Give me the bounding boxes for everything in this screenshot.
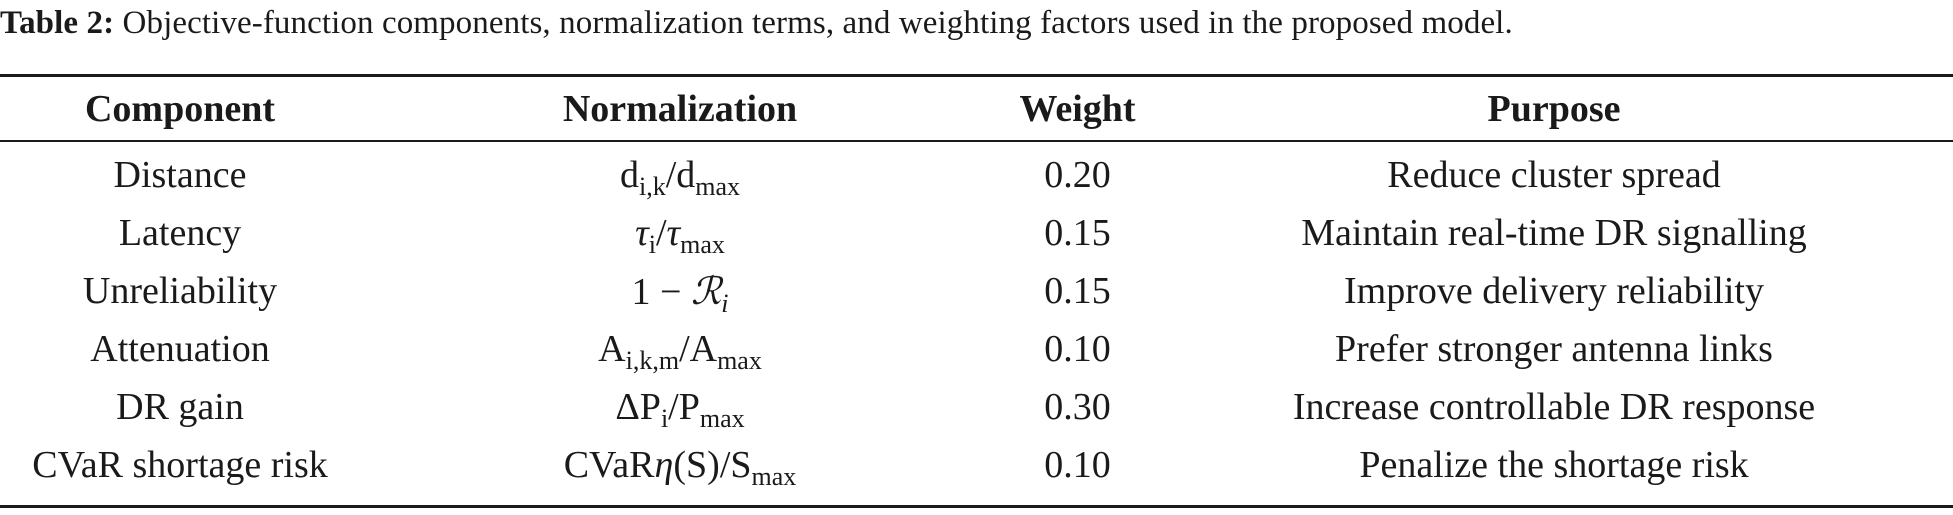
cell-component: DR gain [116,386,244,428]
cell-component: CVaR shortage risk [32,444,328,486]
cell-weight: 0.10 [1044,328,1111,370]
bottom-rule [0,505,1953,508]
cell-component: Attenuation [90,328,270,370]
caption-text: Objective-function components, normaliza… [114,5,1513,41]
cell-purpose: Reduce cluster spread [1387,154,1721,196]
cell-normalization: 1 − ℛi [631,268,729,318]
top-rule [0,74,1953,77]
cell-purpose: Penalize the shortage risk [1359,444,1749,486]
cell-component: Latency [118,212,242,254]
cell-weight: 0.30 [1044,386,1111,428]
table-row: CVaR shortage risk CVaRη(S)/Smax 0.10 Pe… [0,436,1953,494]
cell-weight: 0.10 [1044,444,1111,486]
cell-normalization: τi/τmax [635,212,725,259]
cell-weight: 0.20 [1044,154,1111,196]
cell-purpose: Improve delivery reliability [1344,270,1764,312]
cell-purpose: Maintain real-time DR signalling [1301,212,1807,254]
header-normalization: Normalization [562,87,798,130]
cell-weight: 0.15 [1044,270,1111,312]
header-component: Component [84,87,276,130]
caption-label: Table 2: [0,5,115,41]
table-row: Attenuation Ai,k,m/Amax 0.10 Prefer stro… [0,320,1953,378]
cell-component: Unreliability [82,270,278,312]
cell-normalization: CVaRη(S)/Smax [563,444,797,491]
table-row: Unreliability 1 − ℛi 0.15 Improve delive… [0,262,1953,320]
cell-component: Distance [113,154,247,196]
header-rule [0,140,1953,142]
cell-normalization: di,k/dmax [619,154,741,201]
cell-purpose: Increase controllable DR response [1292,386,1816,428]
table-row: DR gain ΔPi/Pmax 0.30 Increase controlla… [0,378,1953,436]
header-purpose: Purpose [1487,87,1621,130]
table-row: Latency τi/τmax 0.15 Maintain real-time … [0,204,1953,262]
cell-weight: 0.15 [1044,212,1111,254]
objective-components-table: Component Normalization Weight Purpose D… [0,77,1953,494]
cell-normalization: ΔPi/Pmax [615,386,745,433]
cell-normalization: Ai,k,m/Amax [598,328,762,375]
table-header-row: Component Normalization Weight Purpose [0,77,1953,140]
table-caption: Table 2: Objective-function components, … [0,0,1953,60]
table-row: Distance di,k/dmax 0.20 Reduce cluster s… [0,140,1953,204]
cell-purpose: Prefer stronger antenna links [1335,328,1773,370]
header-weight: Weight [1019,87,1136,130]
